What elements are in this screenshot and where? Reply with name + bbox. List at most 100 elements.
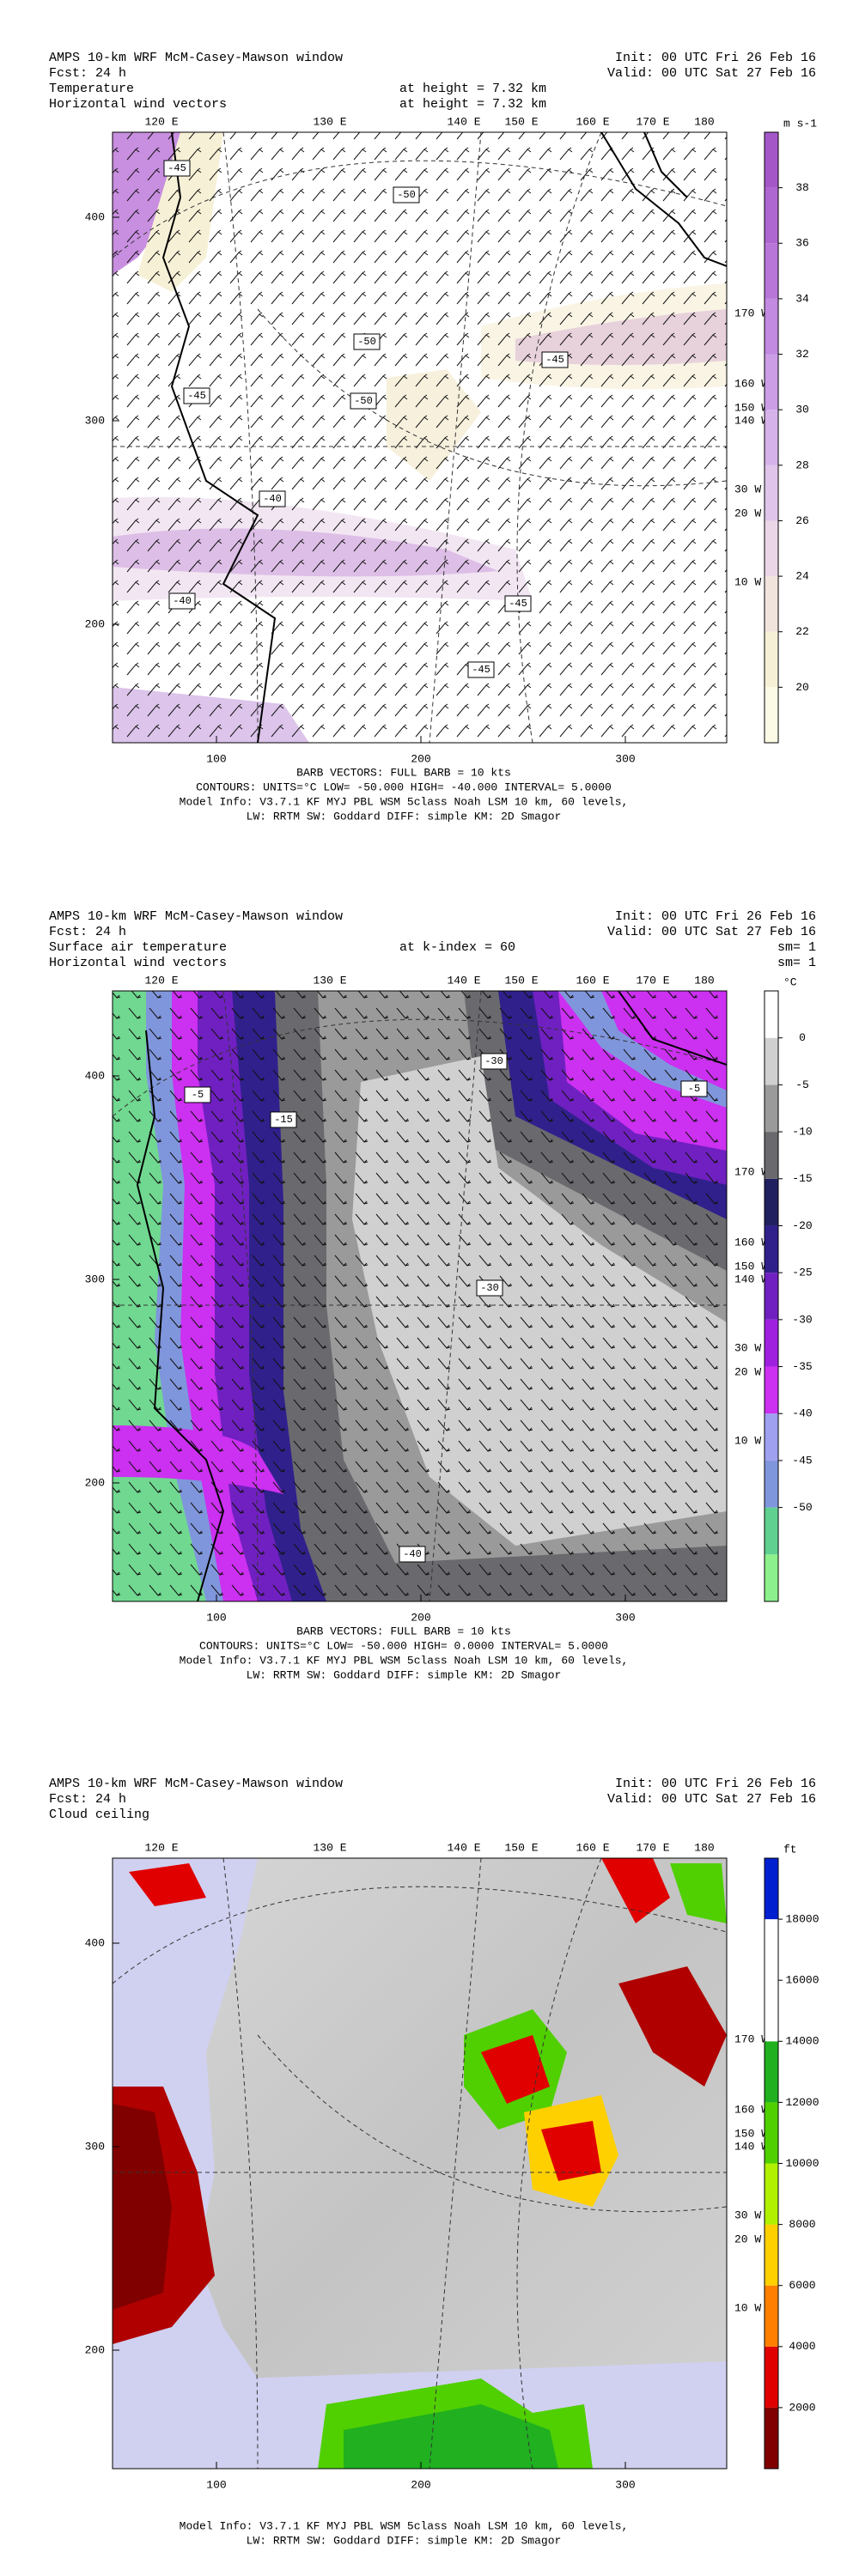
contour-label: -45 [509,598,527,610]
x-tick-label: 300 [615,1611,635,1624]
colorbar-tick-label: 22 [795,625,809,638]
header-left: Fcst: 24 h [49,1792,126,1807]
y-tick-label: 400 [85,210,105,223]
contour-label-box [476,1279,503,1297]
y-tick-label: 400 [85,1936,105,1949]
lon-label: 20 W [734,507,761,519]
lon-label: 10 W [734,1434,761,1447]
contour-label-box [270,1111,297,1128]
contour-label: -30 [484,1055,503,1067]
lon-label: 30 W [734,483,761,495]
x-tick-label: 200 [411,1611,430,1624]
colorbar-unit: °C [783,975,797,988]
contour-label-box [259,490,286,507]
y-tick-label: 300 [85,2140,105,2153]
colorbar-swatch [765,576,778,632]
footer-line: Model Info: V3.7.1 KF MYJ PBL WSM 5class… [180,2519,629,2532]
colorbar-tick-label: -20 [792,1219,812,1232]
colorbar-swatch [765,132,778,188]
contour-label: -40 [403,1548,422,1560]
colorbar-tick-label: 28 [795,459,809,471]
contour-label-box [183,387,210,404]
contour-label-box [393,186,420,204]
header-right: Init: 00 UTC Fri 26 Feb 16 [615,51,816,65]
contour-label: -45 [187,390,206,402]
colorbar-tick-label: 10000 [785,2157,819,2170]
map [113,991,727,1601]
x-tick-label: 200 [411,752,430,765]
footer-line: BARB VECTORS: FULL BARB = 10 kts [296,766,511,779]
lon-label: 180 [694,974,714,987]
contour-label-box [480,1053,508,1070]
map [113,132,727,743]
contour-label-box [399,1546,426,1563]
colorbar-tick-label: 12000 [785,2096,819,2109]
colorbar-tick-label: 34 [795,292,809,305]
plot-frame [112,131,728,744]
header-right: Valid: 00 UTC Sat 27 Feb 16 [607,925,816,939]
map [113,1858,727,2469]
colorbar-swatch [765,2285,778,2347]
lon-label: 140 W [734,414,768,427]
colorbar-swatch [765,520,778,577]
header-left: AMPS 10-km WRF McM-Casey-Mawson window [49,1777,343,1791]
colorbar-swatch [765,1460,778,1508]
lon-label: 10 W [734,575,761,588]
colorbar-tick-label: 20 [795,681,809,694]
header-mid: at k-index = 60 [399,940,515,955]
header-left: AMPS 10-km WRF McM-Casey-Mawson window [49,51,343,65]
lon-label: 170 E [636,1841,669,1854]
colorbar-swatch [765,2407,778,2469]
colorbar-swatch [765,2163,778,2225]
colorbar-swatch [765,1037,778,1085]
colorbar-swatch [765,410,778,465]
contour-label-box [353,333,381,350]
contour-label: -50 [397,189,416,201]
colorbar-swatch [765,2102,778,2164]
header-left: Fcst: 24 h [49,925,126,939]
colorbar-tick-label: 8000 [789,2218,815,2231]
colorbar-tick-label: 32 [795,348,809,361]
footer-line: CONTOURS: UNITS=°C LOW= -50.000 HIGH= 0.… [199,1639,608,1652]
lon-label: 150 W [734,1260,768,1273]
colorbar-tick-label: 38 [795,181,809,194]
header-left: Temperature [49,82,134,96]
contour-label-box [184,1086,211,1103]
contour-label-box [680,1080,708,1097]
lon-label: 130 E [313,974,346,987]
contour-label: -45 [545,354,564,366]
contour-label: -45 [168,162,186,174]
colorbar-tick-label: -10 [792,1126,812,1139]
lon-label: 30 W [734,2208,761,2221]
colorbar-swatch [765,187,778,244]
contour-label: -45 [472,664,490,676]
colorbar-swatch [765,1366,778,1414]
lon-label: 20 W [734,1365,761,1378]
colorbar-swatch [765,354,778,410]
lon-label: 150 E [504,1841,538,1854]
lon-label: 120 E [144,115,178,128]
colorbar-tick-label: 14000 [785,2035,819,2048]
lon-label: 150 W [734,2127,768,2140]
header-left: Horizontal wind vectors [49,97,227,112]
header-left: Surface air temperature [49,940,227,955]
colorbar-swatch [765,243,778,299]
colorbar-swatch [765,1554,778,1601]
x-tick-label: 200 [411,2478,430,2491]
contour-label-box [504,595,532,612]
colorbar-tick-label: -30 [792,1313,812,1326]
lon-label: 140 E [447,115,480,128]
colorbar-tick-label: 4000 [789,2340,815,2353]
contour-label-box [541,351,569,368]
contour-label: -5 [688,1083,700,1095]
colorbar-tick-label: 16000 [785,1974,819,1987]
y-tick-label: 200 [85,1476,105,1489]
colorbar-tick-label: -35 [792,1360,812,1373]
contour-label-box [350,392,377,410]
colorbar-swatch [765,1413,778,1461]
lon-label: 180 [694,115,714,128]
lon-label: 170 E [636,974,669,987]
x-tick-label: 300 [615,2478,635,2491]
contour-label: -30 [480,1282,499,1294]
